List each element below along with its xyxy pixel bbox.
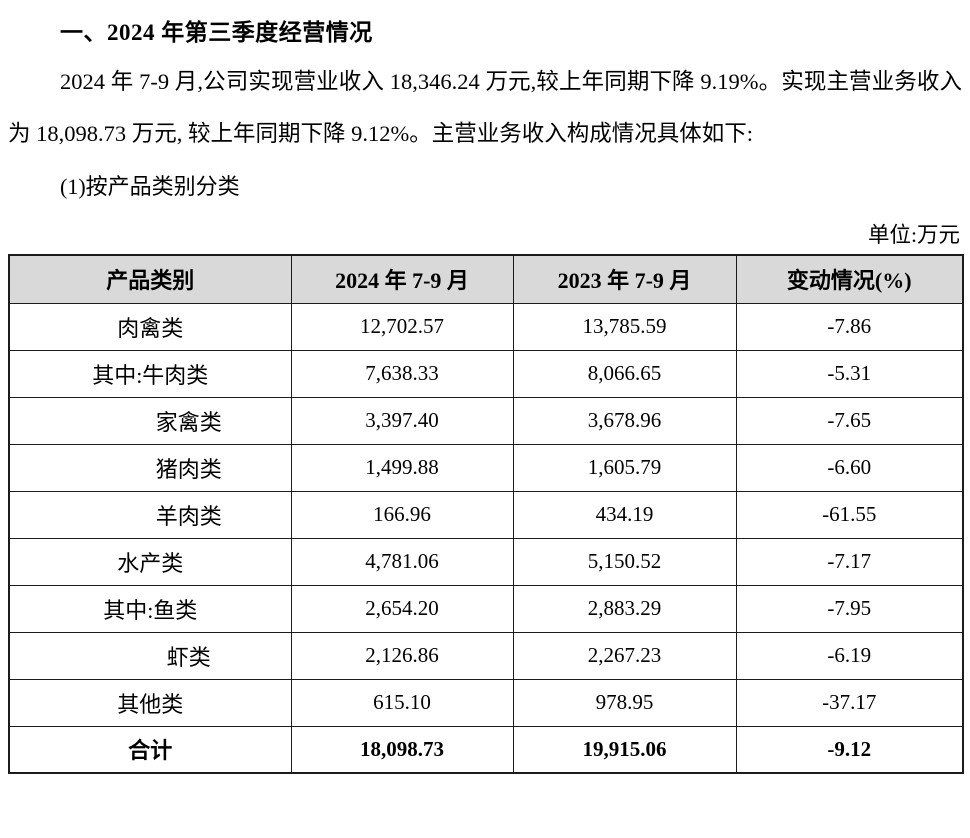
table-header-row: 产品类别 2024 年 7-9 月 2023 年 7-9 月 变动情况(%) bbox=[8, 254, 964, 304]
unit-label: 单位:万元 bbox=[868, 223, 960, 247]
row-change: -6.60 bbox=[735, 443, 964, 492]
table-row: 肉禽类 12,702.57 13,785.59 -7.86 bbox=[8, 302, 964, 351]
row-change: -5.31 bbox=[735, 349, 964, 398]
table-row: 虾类 2,126.86 2,267.23 -6.19 bbox=[8, 631, 964, 680]
row-value-2024: 2,126.86 bbox=[290, 631, 514, 680]
row-change: -7.17 bbox=[735, 537, 964, 586]
sub-heading: (1)按产品类别分类 bbox=[60, 174, 240, 199]
row-label: 猪肉类 bbox=[8, 443, 292, 492]
table-row: 其中:牛肉类 7,638.33 8,066.65 -5.31 bbox=[8, 349, 964, 398]
row-value-2024: 615.10 bbox=[290, 678, 514, 727]
row-value-2023: 13,785.59 bbox=[512, 302, 737, 351]
table-row: 猪肉类 1,499.88 1,605.79 -6.60 bbox=[8, 443, 964, 492]
table-total-row: 合计 18,098.73 19,915.06 -9.12 bbox=[8, 725, 964, 774]
table-row: 其他类 615.10 978.95 -37.17 bbox=[8, 678, 964, 727]
row-label: 其中:鱼类 bbox=[8, 584, 292, 633]
header-2024-period: 2024 年 7-9 月 bbox=[290, 254, 514, 304]
row-change: -9.12 bbox=[735, 725, 964, 774]
row-label: 其他类 bbox=[8, 678, 292, 727]
section-heading: 一、2024 年第三季度经营情况 bbox=[60, 20, 373, 45]
row-value-2023: 434.19 bbox=[512, 490, 737, 539]
row-change: -7.95 bbox=[735, 584, 964, 633]
row-value-2024: 1,499.88 bbox=[290, 443, 514, 492]
row-value-2024: 166.96 bbox=[290, 490, 514, 539]
row-value-2024: 2,654.20 bbox=[290, 584, 514, 633]
row-label: 虾类 bbox=[8, 631, 292, 680]
row-label: 家禽类 bbox=[8, 396, 292, 445]
row-label: 其中:牛肉类 bbox=[8, 349, 292, 398]
header-2023-period: 2023 年 7-9 月 bbox=[512, 254, 737, 304]
table-row: 羊肉类 166.96 434.19 -61.55 bbox=[8, 490, 964, 539]
header-product-category: 产品类别 bbox=[8, 254, 292, 304]
row-value-2023: 2,883.29 bbox=[512, 584, 737, 633]
row-value-2024: 7,638.33 bbox=[290, 349, 514, 398]
row-value-2023: 1,605.79 bbox=[512, 443, 737, 492]
row-label: 合计 bbox=[8, 725, 292, 774]
row-change: -7.65 bbox=[735, 396, 964, 445]
row-label: 水产类 bbox=[8, 537, 292, 586]
row-value-2023: 978.95 bbox=[512, 678, 737, 727]
row-value-2023: 8,066.65 bbox=[512, 349, 737, 398]
row-value-2024: 12,702.57 bbox=[290, 302, 514, 351]
row-value-2023: 2,267.23 bbox=[512, 631, 737, 680]
row-label: 肉禽类 bbox=[8, 302, 292, 351]
row-label: 羊肉类 bbox=[8, 490, 292, 539]
row-value-2023: 19,915.06 bbox=[512, 725, 737, 774]
row-value-2023: 3,678.96 bbox=[512, 396, 737, 445]
intro-paragraph: 2024 年 7-9 月,公司实现营业收入 18,346.24 万元,较上年同期… bbox=[8, 69, 962, 146]
row-value-2024: 3,397.40 bbox=[290, 396, 514, 445]
row-value-2024: 4,781.06 bbox=[290, 537, 514, 586]
table-row: 其中:鱼类 2,654.20 2,883.29 -7.95 bbox=[8, 584, 964, 633]
table-row: 家禽类 3,397.40 3,678.96 -7.65 bbox=[8, 396, 964, 445]
row-change: -7.86 bbox=[735, 302, 964, 351]
row-value-2024: 18,098.73 bbox=[290, 725, 514, 774]
header-change-percent: 变动情况(%) bbox=[735, 254, 964, 304]
product-category-table: 产品类别 2024 年 7-9 月 2023 年 7-9 月 变动情况(%) 肉… bbox=[8, 254, 964, 774]
row-change: -37.17 bbox=[735, 678, 964, 727]
row-change: -6.19 bbox=[735, 631, 964, 680]
table-row: 水产类 4,781.06 5,150.52 -7.17 bbox=[8, 537, 964, 586]
row-value-2023: 5,150.52 bbox=[512, 537, 737, 586]
row-change: -61.55 bbox=[735, 490, 964, 539]
